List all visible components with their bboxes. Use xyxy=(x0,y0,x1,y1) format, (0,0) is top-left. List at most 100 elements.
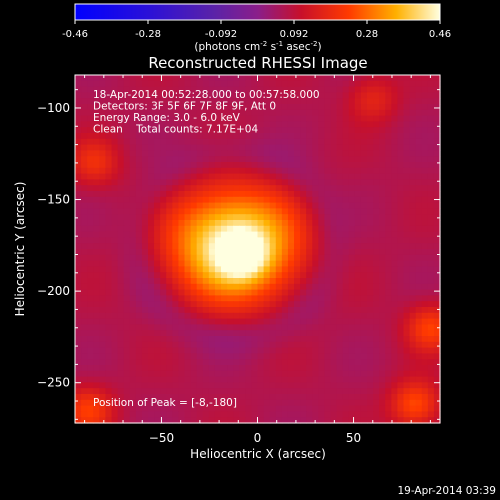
heatmap-cell xyxy=(123,289,131,296)
heatmap-cell xyxy=(287,115,295,122)
heatmap-cell xyxy=(81,208,88,215)
heatmap-cell xyxy=(135,289,143,296)
heatmap-cell xyxy=(385,417,392,424)
heatmap-cell xyxy=(269,202,277,209)
heatmap-cell xyxy=(87,220,94,227)
heatmap-cell xyxy=(208,254,216,262)
heatmap-cell xyxy=(403,272,411,279)
heatmap-cell xyxy=(129,225,137,233)
heatmap-cell xyxy=(257,249,265,256)
heatmap-cell xyxy=(360,365,368,372)
heatmap-cell xyxy=(348,202,356,209)
heatmap-cell xyxy=(227,75,234,82)
heatmap-cell xyxy=(367,138,374,146)
heatmap-cell xyxy=(433,266,441,273)
heatmap-cell xyxy=(275,243,283,250)
heatmap-cell xyxy=(93,220,100,227)
heatmap-cell xyxy=(160,417,167,424)
heatmap-cell xyxy=(93,382,100,389)
heatmap-cell xyxy=(427,237,435,244)
heatmap-cell xyxy=(360,75,368,82)
heatmap-cell xyxy=(81,289,88,296)
heatmap-cell xyxy=(379,399,386,407)
heatmap-cell xyxy=(117,150,125,157)
heatmap-cell xyxy=(141,301,149,308)
heatmap-cell xyxy=(154,336,161,343)
heatmap-cell xyxy=(129,237,137,244)
heatmap-cell xyxy=(354,359,362,366)
heatmap-cell xyxy=(184,231,192,238)
heatmap-cell xyxy=(81,167,88,175)
heatmap-cell xyxy=(81,98,88,105)
heatmap-cell xyxy=(360,388,368,395)
heatmap-cell xyxy=(257,318,265,325)
heatmap-cell xyxy=(427,324,435,331)
heatmap-cell xyxy=(385,394,392,401)
heatmap-cell xyxy=(117,80,125,88)
heatmap-cell xyxy=(221,330,228,337)
heatmap-cell xyxy=(172,330,180,337)
heatmap-cell xyxy=(318,191,326,198)
heatmap-cell xyxy=(294,312,301,320)
heatmap-cell xyxy=(348,330,356,337)
heatmap-cell xyxy=(166,98,173,105)
heatmap-cell xyxy=(342,214,350,221)
heatmap-cell xyxy=(221,208,228,215)
heatmap-cell xyxy=(202,92,210,99)
heatmap-cell xyxy=(275,341,283,349)
heatmap-cell xyxy=(184,185,192,192)
heatmap-cell xyxy=(93,86,100,93)
heatmap-cell xyxy=(306,231,313,238)
heatmap-cell xyxy=(75,173,82,180)
heatmap-cell xyxy=(421,80,429,88)
heatmap-cell xyxy=(111,254,119,262)
heatmap-cell xyxy=(111,289,119,296)
heatmap-cell xyxy=(184,75,192,82)
heatmap-cell xyxy=(172,254,180,262)
heatmap-cell xyxy=(354,399,362,407)
heatmap-cell xyxy=(318,318,326,325)
heatmap-cell xyxy=(269,121,277,128)
heatmap-cell xyxy=(166,289,173,296)
heatmap-cell xyxy=(287,365,295,372)
heatmap-cell xyxy=(221,191,228,198)
heatmap-cell xyxy=(178,92,186,99)
heatmap-cell xyxy=(263,92,271,99)
heatmap-cell xyxy=(330,109,338,117)
heatmap-cell xyxy=(269,353,277,360)
heatmap-cell xyxy=(391,365,399,372)
heatmap-cell xyxy=(257,214,265,221)
heatmap-cell xyxy=(141,214,149,221)
heatmap-cell xyxy=(184,266,192,273)
heatmap-cell xyxy=(409,394,417,401)
heatmap-cell xyxy=(257,254,265,262)
heatmap-cell xyxy=(385,324,392,331)
heatmap-cell xyxy=(342,359,350,366)
heatmap-cell xyxy=(269,173,277,180)
heatmap-cell xyxy=(154,376,161,383)
heatmap-cell xyxy=(154,312,161,320)
heatmap-cell xyxy=(208,353,216,360)
heatmap-cell xyxy=(81,266,88,273)
heatmap-cell xyxy=(391,399,399,407)
heatmap-cell xyxy=(360,80,368,88)
heatmap-cell xyxy=(202,86,210,93)
heatmap-cell xyxy=(154,301,161,308)
heatmap-cell xyxy=(367,104,374,111)
heatmap-cell xyxy=(148,307,155,314)
heatmap-cell xyxy=(275,225,283,233)
heatmap-cell xyxy=(373,318,380,325)
heatmap-cell xyxy=(385,179,392,186)
heatmap-cell xyxy=(275,150,283,157)
heatmap-cell xyxy=(287,144,295,151)
heatmap-cell xyxy=(99,417,107,424)
heatmap-cell xyxy=(166,365,173,372)
heatmap-cell xyxy=(245,220,253,227)
heatmap-cell xyxy=(184,336,192,343)
heatmap-cell xyxy=(263,121,271,128)
heatmap-cell xyxy=(312,266,319,273)
heatmap-cell xyxy=(135,104,143,111)
heatmap-cell xyxy=(421,382,429,389)
heatmap-cell xyxy=(294,144,301,151)
heatmap-cell xyxy=(263,370,271,378)
